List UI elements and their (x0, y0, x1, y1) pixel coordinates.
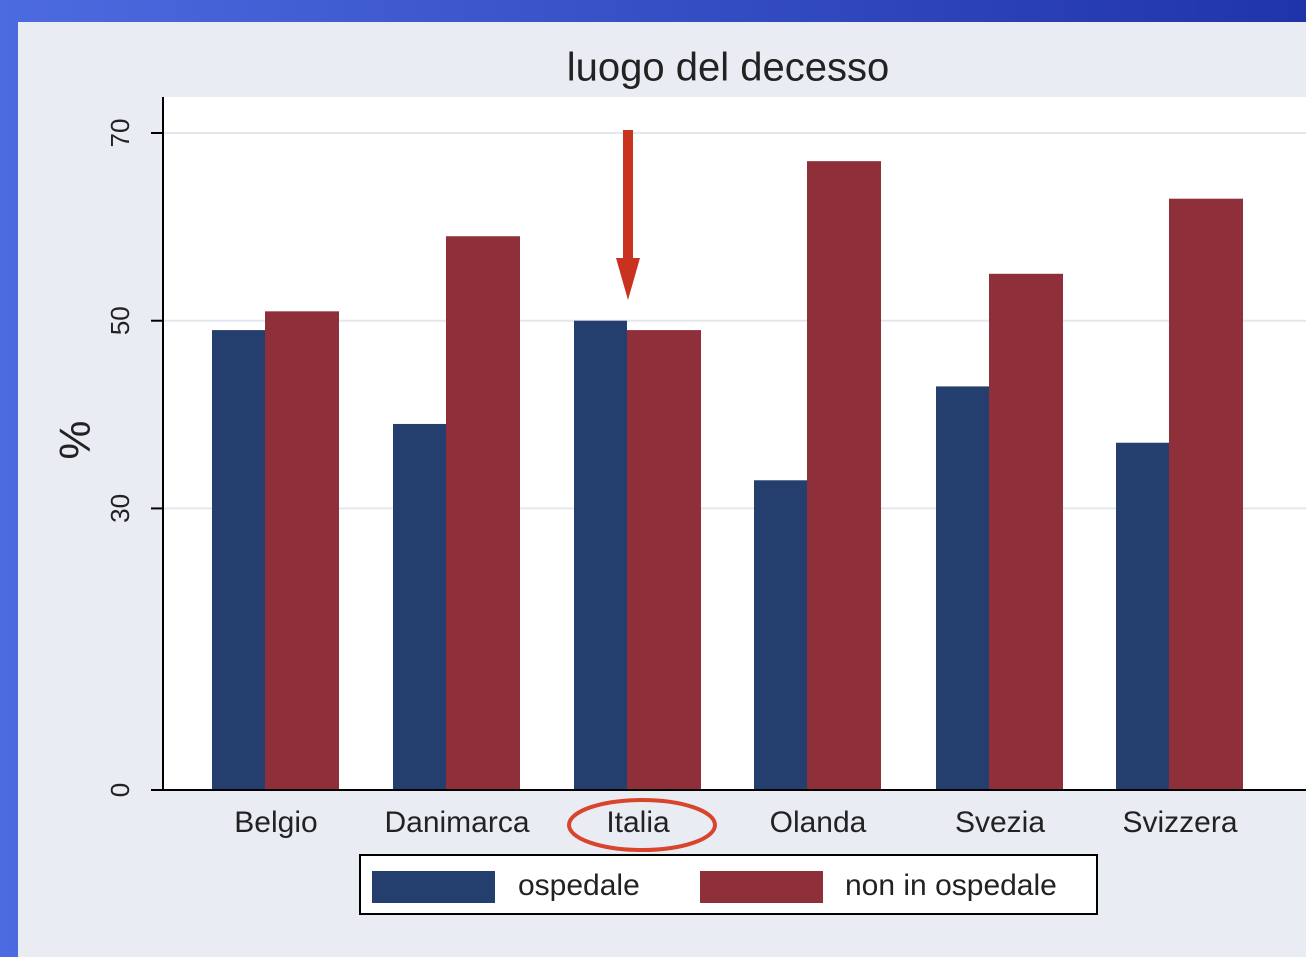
x-tick-label: Danimarca (384, 806, 529, 839)
x-tick-label: Olanda (770, 806, 867, 839)
y-axis-label: % (51, 420, 100, 459)
bar (1116, 442, 1169, 790)
bar (936, 386, 989, 790)
legend-swatch (372, 871, 495, 903)
bar (212, 330, 265, 790)
y-tick-label: 70 (105, 119, 135, 148)
legend-label: ospedale (518, 869, 640, 902)
y-tick-label: 30 (105, 494, 135, 523)
bar (989, 273, 1063, 790)
bar (1169, 198, 1243, 790)
chart-title: luogo del decesso (567, 46, 889, 90)
bar (807, 161, 881, 790)
bar (446, 236, 520, 790)
bar (265, 311, 339, 790)
x-tick-label: Svizzera (1122, 806, 1237, 839)
bar (754, 480, 807, 790)
bar (627, 330, 701, 790)
x-tick-label: Belgio (234, 806, 317, 839)
annotation-circle (567, 798, 717, 852)
legend-swatch (700, 871, 823, 903)
bar (393, 423, 446, 790)
plot-area (163, 97, 1306, 790)
legend-label: non in ospedale (845, 869, 1057, 902)
x-tick-label: Italia (606, 806, 670, 839)
y-tick-label: 0 (105, 783, 135, 797)
x-tick-label: Svezia (955, 806, 1045, 839)
bar (574, 320, 627, 790)
annotation-arrowhead (616, 258, 640, 300)
y-tick-label: 50 (105, 306, 135, 335)
